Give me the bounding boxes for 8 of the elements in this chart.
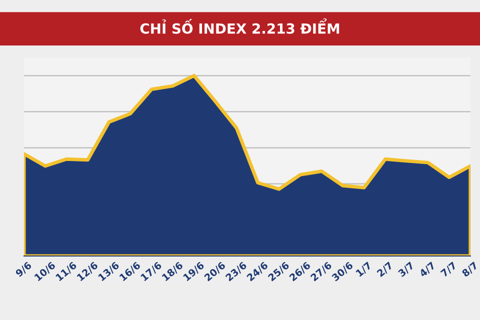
x-tick-label: 2/7 [376,261,394,278]
x-tick-label: 4/7 [418,262,436,278]
x-tick-label: 9/6 [14,261,32,278]
x-tick-label: 1/7 [356,262,372,278]
x-tick-label: 7/7 [440,262,458,278]
x-tick-label: 3/7 [398,261,415,278]
x-tick-label: 8/7 [461,261,479,278]
chart-title: CHỈ SỐ INDEX 2.213 ĐIỂM [140,18,340,34]
